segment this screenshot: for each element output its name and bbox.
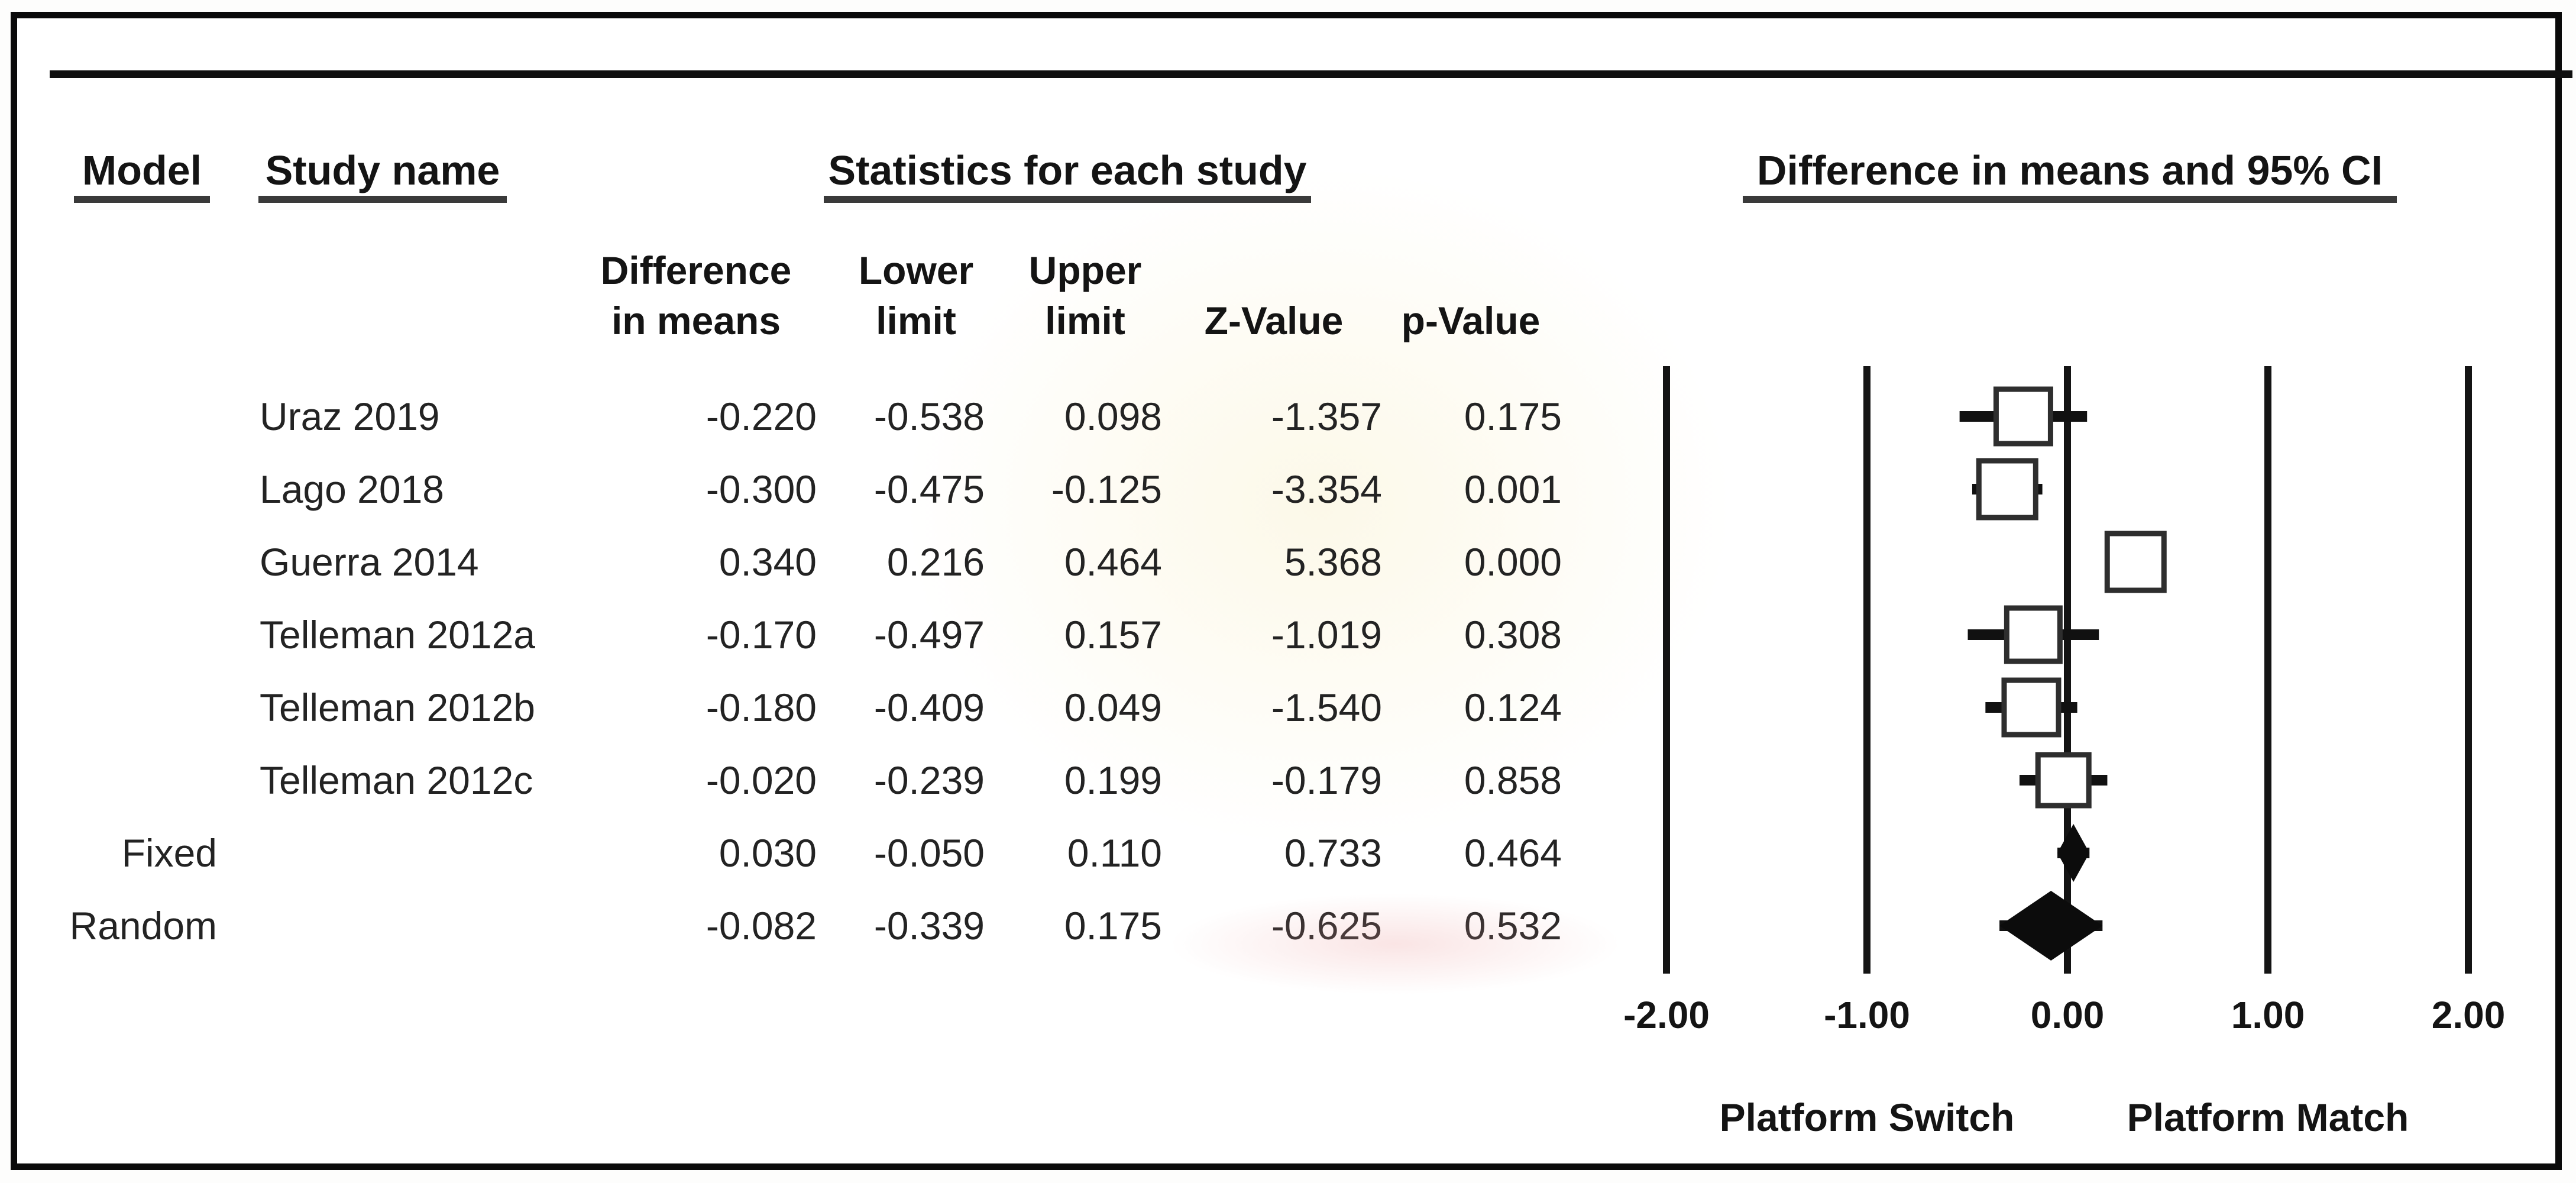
axis-gridline: [1663, 366, 1670, 974]
axis-gridline: [2465, 366, 2472, 974]
lower-limit-value-cell: -0.497: [873, 613, 985, 657]
p-value-cell: 0.532: [1464, 904, 1562, 948]
axis-label-platform-switch: Platform Switch: [1719, 1095, 2015, 1139]
column-header-line: limit: [1045, 299, 1125, 342]
ci-plot-group-header: Difference in means and 95% CI: [1743, 146, 2397, 203]
study-name-cell: Telleman 2012c: [260, 758, 533, 802]
axis-gridline: [1863, 366, 1870, 974]
column-header-line: in means: [611, 299, 781, 342]
lower-limit-value-cell: -0.475: [873, 467, 985, 511]
figure-border: Model Study name Statistics for each stu…: [11, 12, 2572, 1170]
column-header-line: Z-Value: [1204, 299, 1344, 342]
upper-limit-value-cell: -0.125: [1051, 467, 1162, 511]
statistics-group-header: Statistics for each study: [824, 146, 1311, 203]
z-value-cell: -0.625: [1271, 904, 1382, 948]
model-cell: Fixed: [121, 831, 217, 875]
z-value-cell: -0.179: [1271, 758, 1382, 802]
difference-value-cell: -0.082: [706, 904, 817, 948]
x-axis-tick-label: 1.00: [2231, 994, 2305, 1036]
study-square-marker: [1993, 386, 2053, 447]
column-header-line: Difference: [600, 248, 792, 292]
upper-limit-value-cell: 0.175: [1064, 904, 1162, 948]
table-row: Uraz 2019 -0.220 -0.538 0.098 -1.357 0.175: [17, 392, 1643, 441]
forest-plot: [1663, 366, 2472, 974]
pooled-diamond-marker: [1999, 891, 2103, 961]
z-value-cell: 5.368: [1284, 540, 1382, 584]
upper-limit-column-header: Upper limit: [937, 245, 1233, 346]
upper-limit-value-cell: 0.157: [1064, 613, 1162, 657]
model-cell: Random: [69, 904, 217, 948]
study-name-cell: Telleman 2012b: [260, 686, 535, 729]
x-axis-tick-label: 0.00: [2030, 994, 2105, 1036]
lower-limit-value-cell: 0.216: [886, 540, 985, 584]
table-row: Telleman 2012c -0.020 -0.239 0.199 -0.179 0.8…: [17, 755, 1643, 805]
z-value-cell: -1.357: [1271, 395, 1382, 438]
study-square-marker: [1976, 458, 2038, 521]
x-axis-tick-label: -2.00: [1623, 994, 1710, 1036]
difference-value-cell: -0.300: [706, 467, 817, 511]
table-row: Lago 2018 -0.300 -0.475 -0.125 -3.354 0.001: [17, 464, 1643, 514]
top-rule-line: [50, 70, 2572, 78]
lower-limit-value-cell: -0.239: [873, 758, 985, 802]
difference-value-cell: -0.170: [706, 613, 817, 657]
study-square-marker: [2104, 531, 2167, 593]
difference-value-cell: -0.180: [706, 686, 817, 729]
z-value-cell: -1.019: [1271, 613, 1382, 657]
p-value-cell: 0.124: [1464, 686, 1562, 729]
upper-limit-value-cell: 0.110: [1067, 831, 1162, 875]
p-value-cell: 0.308: [1464, 613, 1562, 657]
x-axis-tick-label: -1.00: [1824, 994, 1910, 1036]
p-value-cell: 0.858: [1464, 758, 1562, 802]
lower-limit-value-cell: -0.538: [873, 395, 985, 438]
p-value-cell: 0.464: [1464, 831, 1562, 875]
difference-value-cell: -0.020: [706, 758, 817, 802]
upper-limit-value-cell: 0.464: [1064, 540, 1162, 584]
pooled-diamond-marker: [2057, 824, 2090, 882]
study-name-cell: Guerra 2014: [260, 540, 479, 584]
p-value-column-header: p-Value: [1323, 245, 1619, 346]
p-value-cell: 0.001: [1464, 467, 1562, 511]
difference-value-cell: 0.030: [719, 831, 817, 875]
column-header-line: limit: [876, 299, 956, 342]
p-value-cell: 0.175: [1464, 395, 1562, 438]
upper-limit-value-cell: 0.049: [1064, 686, 1162, 729]
x-axis-tick-label: 2.00: [2431, 994, 2506, 1036]
difference-value-cell: 0.340: [719, 540, 817, 584]
axis-gridline: [2064, 366, 2071, 974]
z-value-cell: -3.354: [1271, 467, 1382, 511]
study-square-marker: [2035, 752, 2092, 809]
p-value-cell: 0.000: [1464, 540, 1562, 584]
study-name-cell: Telleman 2012a: [260, 613, 535, 657]
axis-label-platform-match: Platform Match: [2127, 1095, 2409, 1139]
study-square-marker: [2004, 605, 2063, 664]
lower-limit-value-cell: -0.339: [873, 904, 985, 948]
lower-limit-value-cell: -0.050: [873, 831, 985, 875]
lower-limit-column-header: Lower limit: [768, 245, 1064, 346]
study-square-marker: [2001, 677, 2062, 738]
difference-value-cell: -0.220: [706, 395, 817, 438]
study-name-cell: Lago 2018: [260, 467, 444, 511]
upper-limit-value-cell: 0.199: [1064, 758, 1162, 802]
model-column-header: Model: [74, 146, 210, 203]
table-row: Telleman 2012a -0.170 -0.497 0.157 -1.019 0.3…: [17, 610, 1643, 660]
study-name-column-header: Study name: [258, 146, 507, 203]
axis-gridline: [2264, 366, 2271, 974]
column-header-line: Lower: [858, 248, 974, 292]
column-header-line: Upper: [1028, 248, 1142, 292]
table-row: Guerra 2014 0.340 0.216 0.464 5.368 0.000: [17, 537, 1643, 587]
study-name-cell: Uraz 2019: [260, 395, 440, 438]
table-row: Fixed 0.030 -0.050 0.110 0.733 0.464: [17, 828, 1643, 878]
z-value-column-header: Z-Value: [1126, 245, 1422, 346]
lower-limit-value-cell: -0.409: [873, 686, 985, 729]
column-header-line: p-Value: [1401, 299, 1541, 342]
difference-in-means-column-header: Difference in means: [548, 245, 844, 346]
table-row: Telleman 2012b -0.180 -0.409 0.049 -1.540 0.1…: [17, 683, 1643, 732]
upper-limit-value-cell: 0.098: [1064, 395, 1162, 438]
z-value-cell: -1.540: [1271, 686, 1382, 729]
z-value-cell: 0.733: [1284, 831, 1382, 875]
